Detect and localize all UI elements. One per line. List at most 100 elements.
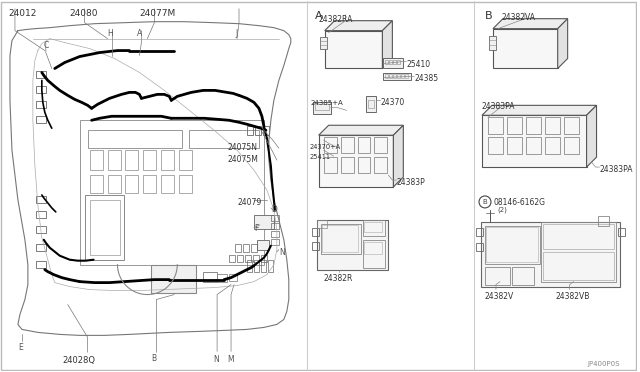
Bar	[364, 220, 385, 236]
Text: 24012: 24012	[8, 9, 36, 18]
Text: 24383P: 24383P	[396, 178, 425, 187]
Bar	[507, 117, 522, 134]
Bar	[340, 157, 353, 173]
Bar	[161, 150, 174, 170]
Text: J: J	[235, 29, 237, 38]
Bar	[36, 71, 46, 78]
Text: 24385+A: 24385+A	[310, 100, 344, 106]
Bar	[488, 117, 503, 134]
Text: (2): (2)	[497, 207, 507, 214]
Bar	[247, 126, 253, 135]
Text: 08146-6162G: 08146-6162G	[494, 198, 546, 207]
Bar	[489, 39, 496, 45]
Bar	[251, 244, 257, 252]
Bar	[312, 242, 319, 250]
Bar	[254, 215, 274, 229]
Text: 24383PA: 24383PA	[600, 165, 633, 174]
Text: A: A	[138, 29, 143, 38]
Bar	[36, 244, 46, 251]
Bar	[397, 74, 401, 78]
Bar	[125, 175, 138, 193]
Bar	[367, 96, 376, 112]
Bar	[36, 101, 46, 108]
Bar	[79, 120, 264, 264]
Polygon shape	[324, 21, 392, 31]
Bar	[385, 60, 388, 64]
Bar	[319, 41, 326, 45]
Bar	[243, 244, 249, 252]
Polygon shape	[493, 29, 557, 68]
Bar	[324, 157, 337, 173]
Bar	[394, 74, 396, 78]
Bar	[618, 228, 625, 236]
Text: 25411: 25411	[310, 154, 331, 160]
Text: B: B	[483, 199, 488, 205]
Text: 24382V: 24382V	[485, 292, 515, 301]
Bar	[383, 73, 412, 80]
Bar	[247, 260, 252, 272]
Bar	[485, 267, 510, 285]
Text: H: H	[108, 29, 113, 38]
Polygon shape	[587, 105, 596, 167]
Bar	[203, 272, 217, 282]
Text: 24382VB: 24382VB	[556, 292, 590, 301]
Text: 24382VA: 24382VA	[502, 13, 536, 22]
Bar	[541, 222, 616, 282]
Bar	[385, 74, 388, 78]
Bar	[389, 74, 392, 78]
Text: 24079: 24079	[237, 198, 261, 207]
Text: A: A	[315, 11, 323, 21]
Polygon shape	[482, 115, 587, 167]
Bar	[545, 137, 560, 154]
Bar	[322, 225, 358, 252]
Bar	[179, 150, 192, 170]
Text: 24382R: 24382R	[324, 274, 353, 283]
Bar	[108, 150, 120, 170]
Bar	[36, 86, 46, 93]
Text: 24385: 24385	[414, 74, 438, 83]
Bar	[401, 74, 404, 78]
Bar	[108, 175, 120, 193]
Bar	[271, 239, 279, 245]
Text: B: B	[152, 354, 157, 363]
Bar	[489, 36, 496, 49]
Bar	[507, 137, 522, 154]
Polygon shape	[383, 21, 392, 68]
Bar	[255, 126, 261, 135]
Text: B: B	[485, 11, 493, 21]
Text: 24028Q: 24028Q	[63, 356, 96, 365]
Text: 24075N: 24075N	[227, 143, 257, 152]
Text: F: F	[254, 224, 259, 233]
Bar	[397, 60, 401, 64]
Bar	[485, 226, 540, 264]
Text: 24382RA: 24382RA	[319, 15, 353, 24]
Text: N: N	[279, 248, 285, 257]
Bar	[324, 137, 337, 153]
Polygon shape	[319, 125, 403, 135]
Bar	[317, 220, 388, 270]
Bar	[564, 117, 579, 134]
Bar	[263, 126, 269, 135]
Bar	[271, 215, 279, 221]
Text: JP400P0S: JP400P0S	[588, 361, 620, 367]
Text: N: N	[213, 355, 219, 364]
Polygon shape	[319, 135, 394, 187]
Bar	[543, 224, 614, 249]
Bar	[321, 224, 360, 254]
Bar	[598, 216, 609, 226]
Bar	[486, 227, 538, 262]
Bar	[543, 252, 614, 280]
Polygon shape	[324, 31, 383, 68]
Bar	[369, 100, 374, 108]
Bar	[315, 104, 328, 110]
Polygon shape	[557, 19, 568, 68]
Bar	[125, 150, 138, 170]
Bar	[253, 255, 259, 262]
Bar	[217, 274, 227, 282]
Bar	[229, 255, 235, 262]
Bar	[36, 226, 46, 233]
Bar	[319, 36, 326, 49]
Text: 24370: 24370	[380, 98, 404, 108]
Bar	[90, 200, 120, 255]
Bar	[374, 157, 387, 173]
